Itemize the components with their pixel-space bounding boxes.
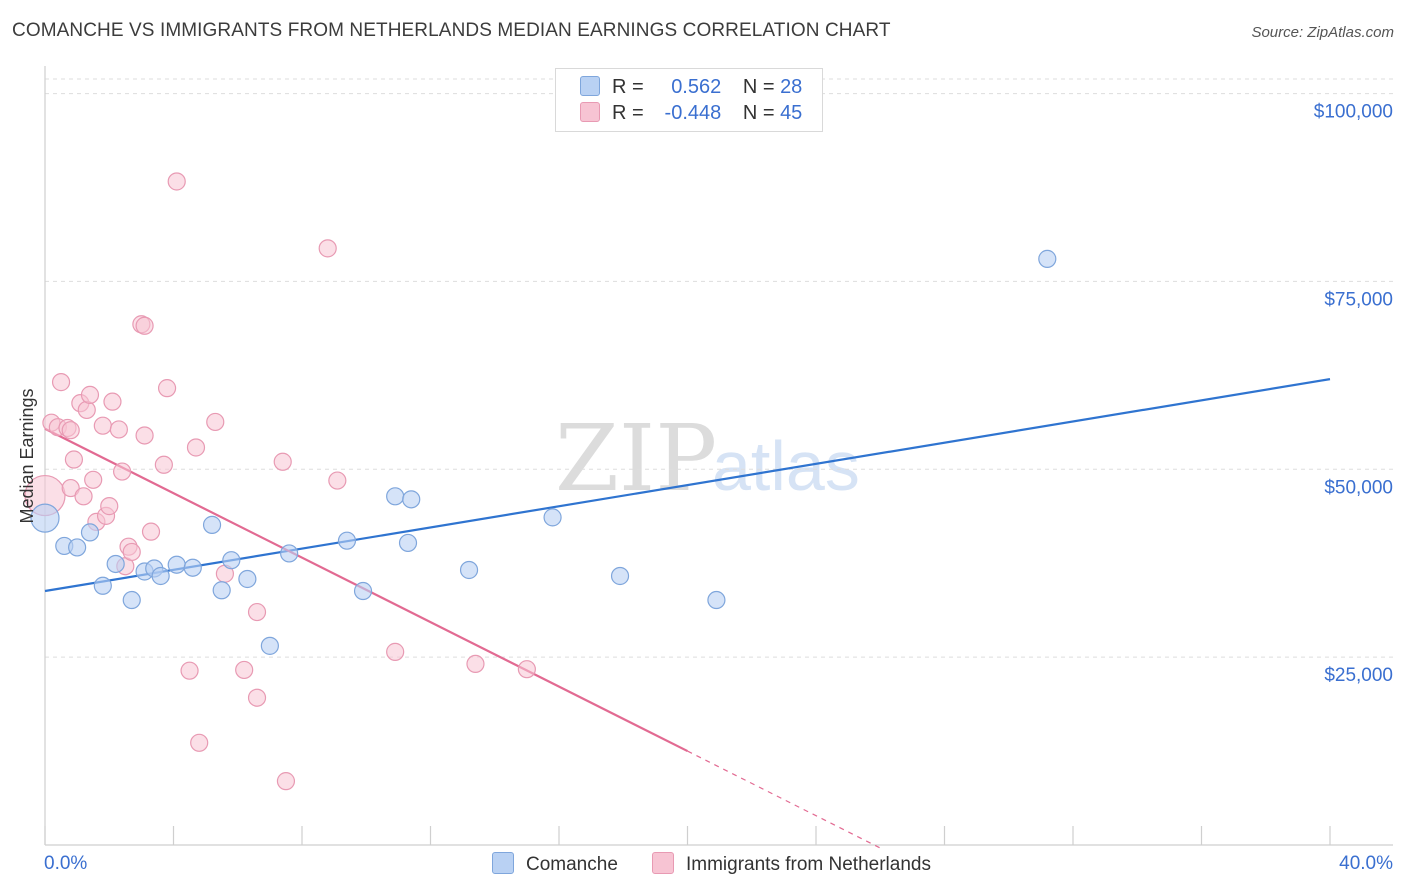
comanche-point xyxy=(610,566,630,586)
y-tick-label: $25,000 xyxy=(1324,665,1393,686)
netherlands-point xyxy=(109,420,128,439)
comanche-point xyxy=(337,531,357,550)
netherlands-point xyxy=(167,172,186,191)
data-points xyxy=(24,172,1057,791)
netherlands-point xyxy=(112,462,132,481)
y-axis-label: Median Earnings xyxy=(17,388,37,523)
legend-row-netherlands: R = -0.448 N = 45 xyxy=(580,102,802,126)
comanche-point xyxy=(260,636,279,655)
legend-row-comanche: R = 0.562 N = 28 xyxy=(580,76,802,100)
comanche-point xyxy=(238,569,257,589)
x-tick-label: 40.0% xyxy=(1339,853,1393,874)
chart-title: COMANCHE VS IMMIGRANTS FROM NETHERLANDS … xyxy=(12,20,891,41)
comanche-point xyxy=(151,566,170,586)
netherlands-point xyxy=(466,654,485,674)
comanche-point xyxy=(30,503,60,533)
netherlands-point xyxy=(80,385,100,404)
stats-legend: R = 0.562 N = 28 R = -0.448 N = 45 xyxy=(555,68,823,132)
y-tick-label: $100,000 xyxy=(1314,102,1393,123)
comanche-point xyxy=(106,554,125,574)
netherlands-point xyxy=(386,642,405,661)
legend-n-label: N = xyxy=(742,76,775,98)
comanche-point xyxy=(1038,249,1057,268)
netherlands-point xyxy=(122,542,141,562)
legend-series-name: Immigrants from Netherlands xyxy=(686,854,931,875)
legend-n-value: 28 xyxy=(780,76,803,98)
comanche-point xyxy=(80,523,100,542)
watermark-atlas: atlas xyxy=(712,427,860,505)
netherlands-point xyxy=(84,470,103,489)
axes xyxy=(44,66,1393,846)
netherlands-point xyxy=(141,522,161,541)
netherlands-point xyxy=(157,379,177,398)
bottom-legend-netherlands: Immigrants from Netherlands xyxy=(652,852,931,876)
comanche-trend-line xyxy=(44,378,1331,593)
comanche-point xyxy=(212,581,231,600)
netherlands-point xyxy=(93,416,112,435)
netherlands-point xyxy=(77,400,96,420)
source-label: Source: ZipAtlas.com xyxy=(1251,24,1394,41)
netherlands-point xyxy=(247,602,267,622)
watermark-zip: ZIP xyxy=(555,405,717,512)
netherlands-trend-extension xyxy=(687,750,881,849)
netherlands-point xyxy=(180,661,199,680)
comanche-point xyxy=(183,558,202,577)
comanche-point xyxy=(280,544,299,563)
netherlands-point xyxy=(61,421,80,440)
y-tick-labels: $25,000 $50,000 $75,000 $100,000 xyxy=(1314,102,1393,687)
x-tick-labels: 0.0% 40.0% xyxy=(44,853,1393,874)
watermark: ZIP atlas xyxy=(555,405,860,512)
comanche-point xyxy=(93,576,112,595)
netherlands-point xyxy=(517,660,536,679)
netherlands-point xyxy=(64,450,84,469)
comanche-point xyxy=(122,590,141,610)
netherlands-point xyxy=(135,426,154,445)
comanche-point xyxy=(167,555,186,574)
netherlands-point xyxy=(206,412,225,432)
legend-swatch-pink xyxy=(580,102,600,122)
netherlands-point xyxy=(318,239,337,258)
legend-r-label: R = xyxy=(612,76,644,98)
legend-r-value: 0.562 xyxy=(671,76,722,98)
legend-series-name: Comanche xyxy=(526,854,618,875)
legend-swatch-pink xyxy=(652,852,674,874)
comanche-point xyxy=(353,581,373,601)
netherlands-point xyxy=(103,392,122,411)
netherlands-point xyxy=(100,497,119,516)
legend-swatch-blue xyxy=(492,852,514,874)
netherlands-point xyxy=(74,487,93,506)
netherlands-point xyxy=(247,688,267,707)
legend-n-value: 45 xyxy=(780,102,803,124)
comanche-point xyxy=(402,490,421,509)
netherlands-point xyxy=(61,478,80,498)
comanche-point xyxy=(459,560,479,580)
netherlands-point xyxy=(190,733,209,752)
legend-r-label: R = xyxy=(612,102,644,124)
netherlands-point xyxy=(235,660,254,680)
comanche-point xyxy=(543,508,562,527)
legend-r-value: -0.448 xyxy=(664,102,722,124)
comanche-point xyxy=(68,538,87,557)
comanche-point xyxy=(202,515,222,534)
netherlands-point xyxy=(186,438,206,457)
netherlands-point xyxy=(328,471,347,490)
netherlands-point xyxy=(154,455,173,474)
netherlands-point xyxy=(273,452,292,471)
netherlands-point xyxy=(51,373,71,392)
comanche-point xyxy=(222,551,241,570)
netherlands-point xyxy=(135,316,154,335)
legend-n-label: N = xyxy=(742,102,775,124)
legend-swatch-blue xyxy=(580,76,600,96)
x-tick-label: 0.0% xyxy=(44,853,87,874)
comanche-point xyxy=(386,487,405,506)
bottom-legend-comanche: Comanche xyxy=(492,852,618,876)
netherlands-point xyxy=(276,772,296,791)
y-tick-label: $75,000 xyxy=(1324,289,1393,310)
comanche-point xyxy=(707,590,726,610)
comanche-point xyxy=(398,533,418,553)
y-tick-label: $50,000 xyxy=(1324,477,1393,498)
